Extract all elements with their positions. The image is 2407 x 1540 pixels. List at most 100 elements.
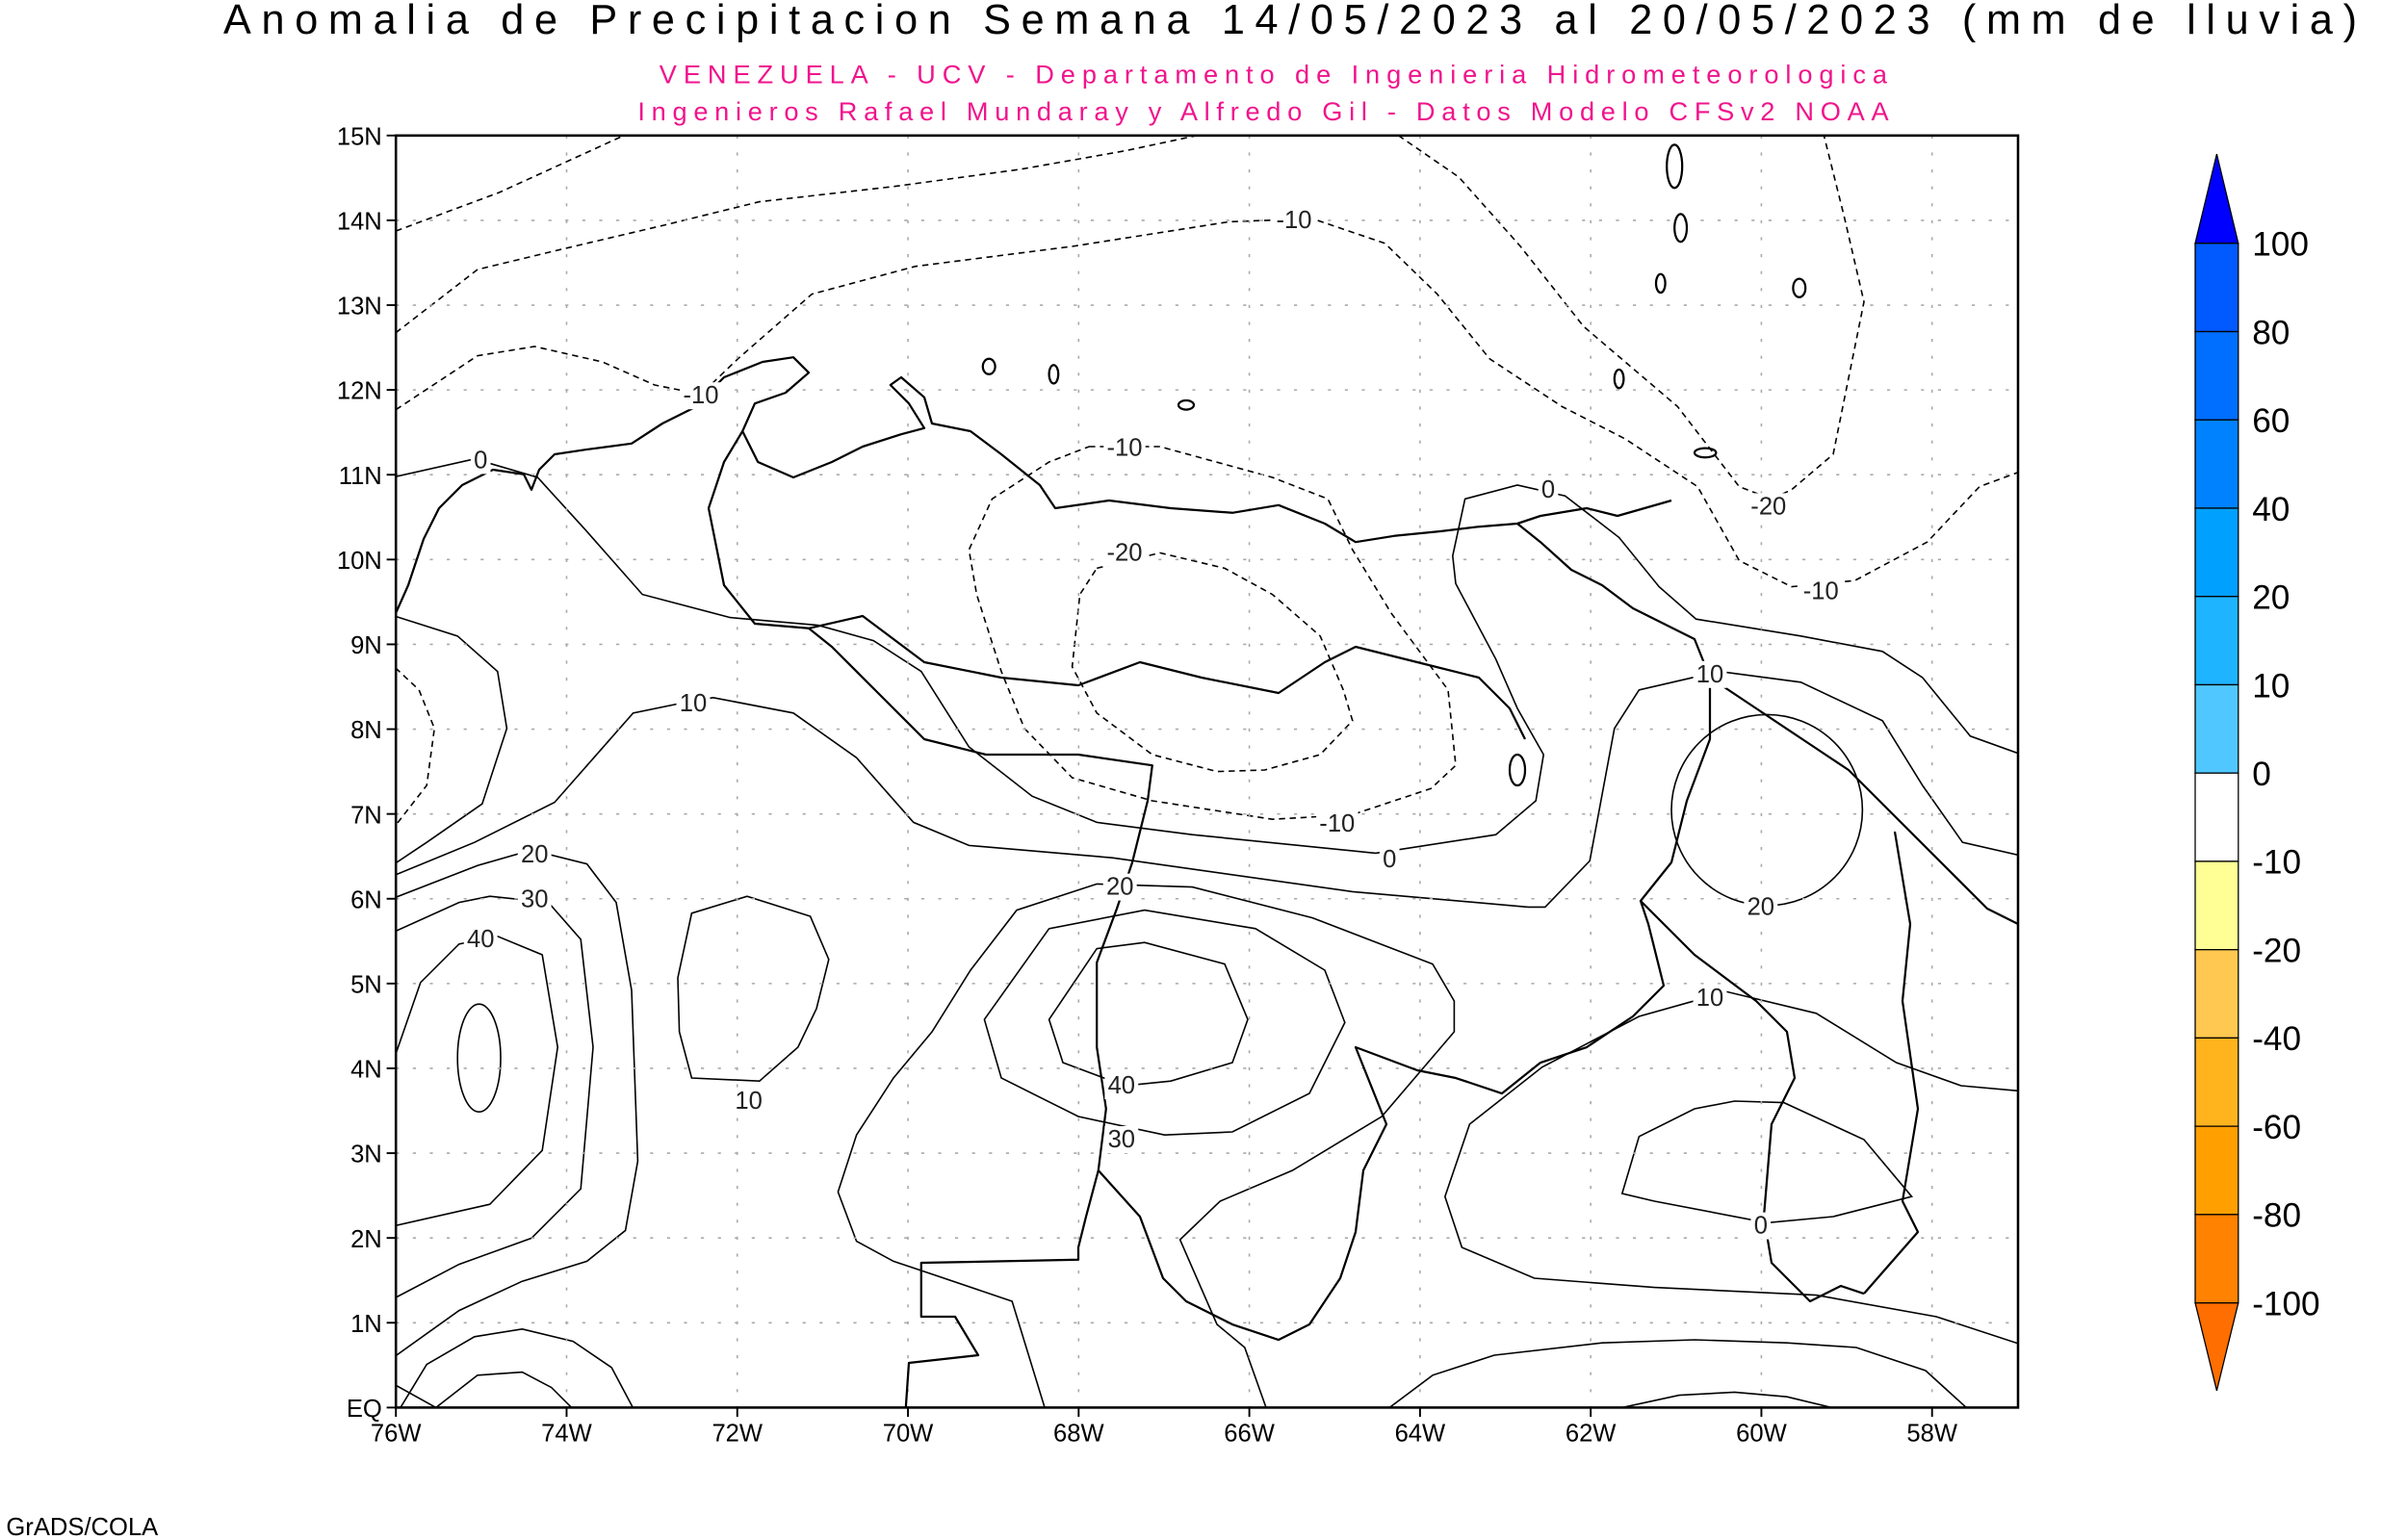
- y-tick-label: 6N: [350, 886, 382, 913]
- colorbar-label: -10: [2252, 844, 2301, 882]
- contour-label: -10: [1273, 206, 1315, 234]
- svg-text:0: 0: [1541, 476, 1555, 503]
- island: [1654, 272, 1667, 295]
- colorbar-segment: [2194, 1037, 2239, 1127]
- contour-line-30: [1621, 1391, 1832, 1408]
- svg-text:10: 10: [735, 1088, 762, 1115]
- svg-text:20: 20: [1106, 874, 1133, 901]
- contour-label: 0: [1538, 475, 1559, 503]
- contour-label: 30: [517, 886, 552, 913]
- region-10-20: [396, 670, 2018, 1345]
- x-tick-label: 66W: [1224, 1421, 1275, 1448]
- colorbar-label: -80: [2252, 1197, 2301, 1235]
- colorbar-label: 80: [2252, 314, 2290, 351]
- colombia-south-border: [904, 1169, 1100, 1408]
- island: [1508, 753, 1527, 787]
- colorbar-label: -40: [2252, 1020, 2301, 1058]
- svg-text:-20: -20: [1107, 539, 1143, 566]
- colorbar-label: -100: [2252, 1285, 2319, 1322]
- x-tick-label: 74W: [541, 1421, 592, 1448]
- contour-label: 30: [1104, 1126, 1139, 1153]
- svg-text:0: 0: [474, 447, 487, 474]
- axes: 15N 14N 13N 12N 11N 10N 9N 8N 7N 6N 5N 4N 3N 2N 1N EQ76…: [337, 123, 1958, 1447]
- svg-text:20: 20: [1747, 893, 1774, 920]
- colorbar-min-arrow: [2194, 1301, 2239, 1391]
- x-tick-label: 62W: [1566, 1421, 1617, 1448]
- colorbar-segment: [2194, 1125, 2239, 1216]
- contour-label: 40: [1104, 1072, 1139, 1099]
- svg-text:20: 20: [521, 841, 548, 868]
- colorbar-label: 10: [2252, 667, 2290, 705]
- colorbar-max-arrow: [2194, 153, 2239, 244]
- svg-text:-10: -10: [1319, 810, 1355, 837]
- y-tick-label: 9N: [350, 632, 382, 659]
- colorbar-segment: [2194, 1214, 2239, 1304]
- x-tick-label: 70W: [883, 1421, 934, 1448]
- contour-label: 20: [517, 841, 552, 868]
- contour-label: 20: [1744, 893, 1778, 921]
- x-tick-label: 68W: [1053, 1421, 1104, 1448]
- svg-text:30: 30: [1108, 1126, 1135, 1153]
- contour-label: -10: [1799, 578, 1842, 605]
- colorbar-label: 100: [2252, 226, 2309, 264]
- region-20-40-west: [396, 849, 639, 1357]
- colorbar-segment: [2194, 419, 2239, 509]
- figure-title: Anomalia de Precipitacion Semana 14/05/2…: [223, 0, 2357, 43]
- svg-text:-10: -10: [1107, 435, 1143, 462]
- y-tick-label: 13N: [337, 294, 382, 321]
- y-tick-label: 14N: [337, 209, 382, 236]
- svg-text:-10: -10: [1277, 207, 1312, 234]
- contour-label: 0: [470, 447, 491, 475]
- island: [1693, 447, 1718, 459]
- svg-text:-10: -10: [684, 382, 719, 409]
- contour-label: -10: [680, 382, 722, 410]
- region-minus40-minus20-northeast: [1397, 135, 1865, 500]
- colorbar-label: -60: [2252, 1109, 2301, 1146]
- island: [1792, 277, 1807, 298]
- region-40-60-west: [396, 935, 559, 1227]
- svg-text:30: 30: [521, 886, 548, 912]
- x-tick-label: 60W: [1736, 1421, 1787, 1448]
- region-minus40-minus20-central: [1071, 552, 1354, 773]
- y-tick-label: 15N: [337, 123, 382, 150]
- contour-line-30: [396, 895, 594, 1298]
- region-0-10: [396, 457, 2018, 855]
- island: [1048, 364, 1060, 385]
- contour-label: 10: [1693, 660, 1727, 688]
- contour-label: 20: [1102, 873, 1137, 901]
- svg-text:40: 40: [467, 926, 494, 953]
- region-minus10-0-southeast: [1620, 1100, 1914, 1224]
- x-tick-label: 76W: [371, 1421, 422, 1448]
- svg-text:0: 0: [1754, 1213, 1768, 1240]
- colorbar-label: 60: [2252, 402, 2290, 440]
- contour-line: [396, 1384, 437, 1408]
- y-tick-label: 1N: [350, 1311, 382, 1338]
- y-tick-label: 8N: [350, 717, 382, 744]
- x-tick-label: 64W: [1395, 1421, 1446, 1448]
- contour-label: 10: [732, 1088, 766, 1115]
- contour-label: -20: [1747, 493, 1790, 521]
- contour-line-30: [983, 909, 1346, 1137]
- colorbar-segment: [2194, 507, 2239, 598]
- y-tick-label: EQ: [347, 1396, 382, 1423]
- svg-text:10: 10: [680, 690, 707, 717]
- x-tick-label: 58W: [1906, 1421, 1957, 1448]
- region-20-40-central: [837, 883, 1456, 1408]
- svg-text:10: 10: [1696, 985, 1723, 1012]
- region-minus10-0: [396, 135, 2018, 1408]
- island: [1673, 213, 1689, 244]
- map-plot-area: -10 -10 -10 0 0 -20 -20 -10 10 10 -10 0 …: [396, 135, 2018, 1408]
- y-tick-label: 12N: [337, 378, 382, 405]
- colorbar-segment: [2194, 330, 2239, 421]
- region-minus20-minus10-west: [396, 667, 436, 827]
- contour-line: [396, 135, 625, 232]
- colorbar-segment: [2194, 860, 2239, 951]
- x-tick-label: 72W: [712, 1421, 763, 1448]
- guyana-brazil-border: [1640, 900, 1865, 1303]
- plot-frame: [394, 134, 2020, 1409]
- contour-label: -10: [1103, 434, 1146, 462]
- island: [1613, 368, 1625, 390]
- contour-label: 0: [1750, 1212, 1772, 1240]
- caribbean-coastline: [396, 356, 1672, 614]
